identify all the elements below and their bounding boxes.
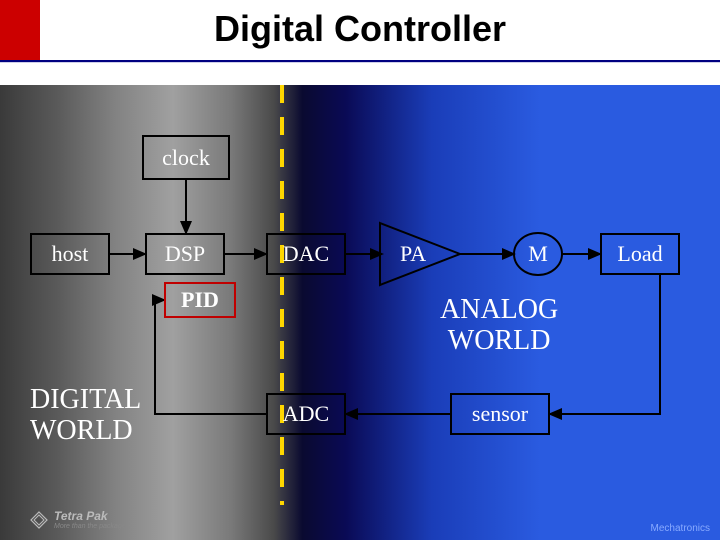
node-dsp: DSP bbox=[145, 233, 225, 275]
logo-tagline: More than the package bbox=[54, 523, 126, 530]
node-pa: PA bbox=[380, 223, 460, 285]
slide-body: PA M clock host DSP PID DAC Load ADC sensor DIGI… bbox=[0, 85, 720, 540]
header-rule-shadow bbox=[0, 62, 720, 63]
logo: Tetra Pak More than the package bbox=[30, 509, 126, 530]
label-analog-world: ANALOG WORLD bbox=[440, 295, 558, 357]
logo-icon bbox=[30, 511, 48, 529]
node-load: Load bbox=[600, 233, 680, 275]
svg-text:PA: PA bbox=[400, 241, 426, 266]
node-dac: DAC bbox=[266, 233, 346, 275]
svg-text:M: M bbox=[528, 241, 548, 266]
node-m: M bbox=[514, 233, 562, 275]
slide-title: Digital Controller bbox=[0, 8, 720, 50]
edge-load-sensor bbox=[550, 275, 660, 414]
diagram-canvas: PA M bbox=[0, 85, 720, 540]
node-sensor: sensor bbox=[450, 393, 550, 435]
slide: Digital Controller PA M clock host DSP PID DA… bbox=[0, 0, 720, 540]
footer-text: Mechatronics bbox=[651, 523, 710, 534]
logo-text: Tetra Pak bbox=[54, 509, 126, 523]
logo-text-wrap: Tetra Pak More than the package bbox=[54, 509, 126, 530]
label-digital-world: DIGITAL WORLD bbox=[30, 385, 141, 447]
slide-header: Digital Controller bbox=[0, 0, 720, 85]
node-pid: PID bbox=[164, 282, 236, 318]
node-adc: ADC bbox=[266, 393, 346, 435]
node-clock: clock bbox=[142, 135, 230, 180]
node-host: host bbox=[30, 233, 110, 275]
